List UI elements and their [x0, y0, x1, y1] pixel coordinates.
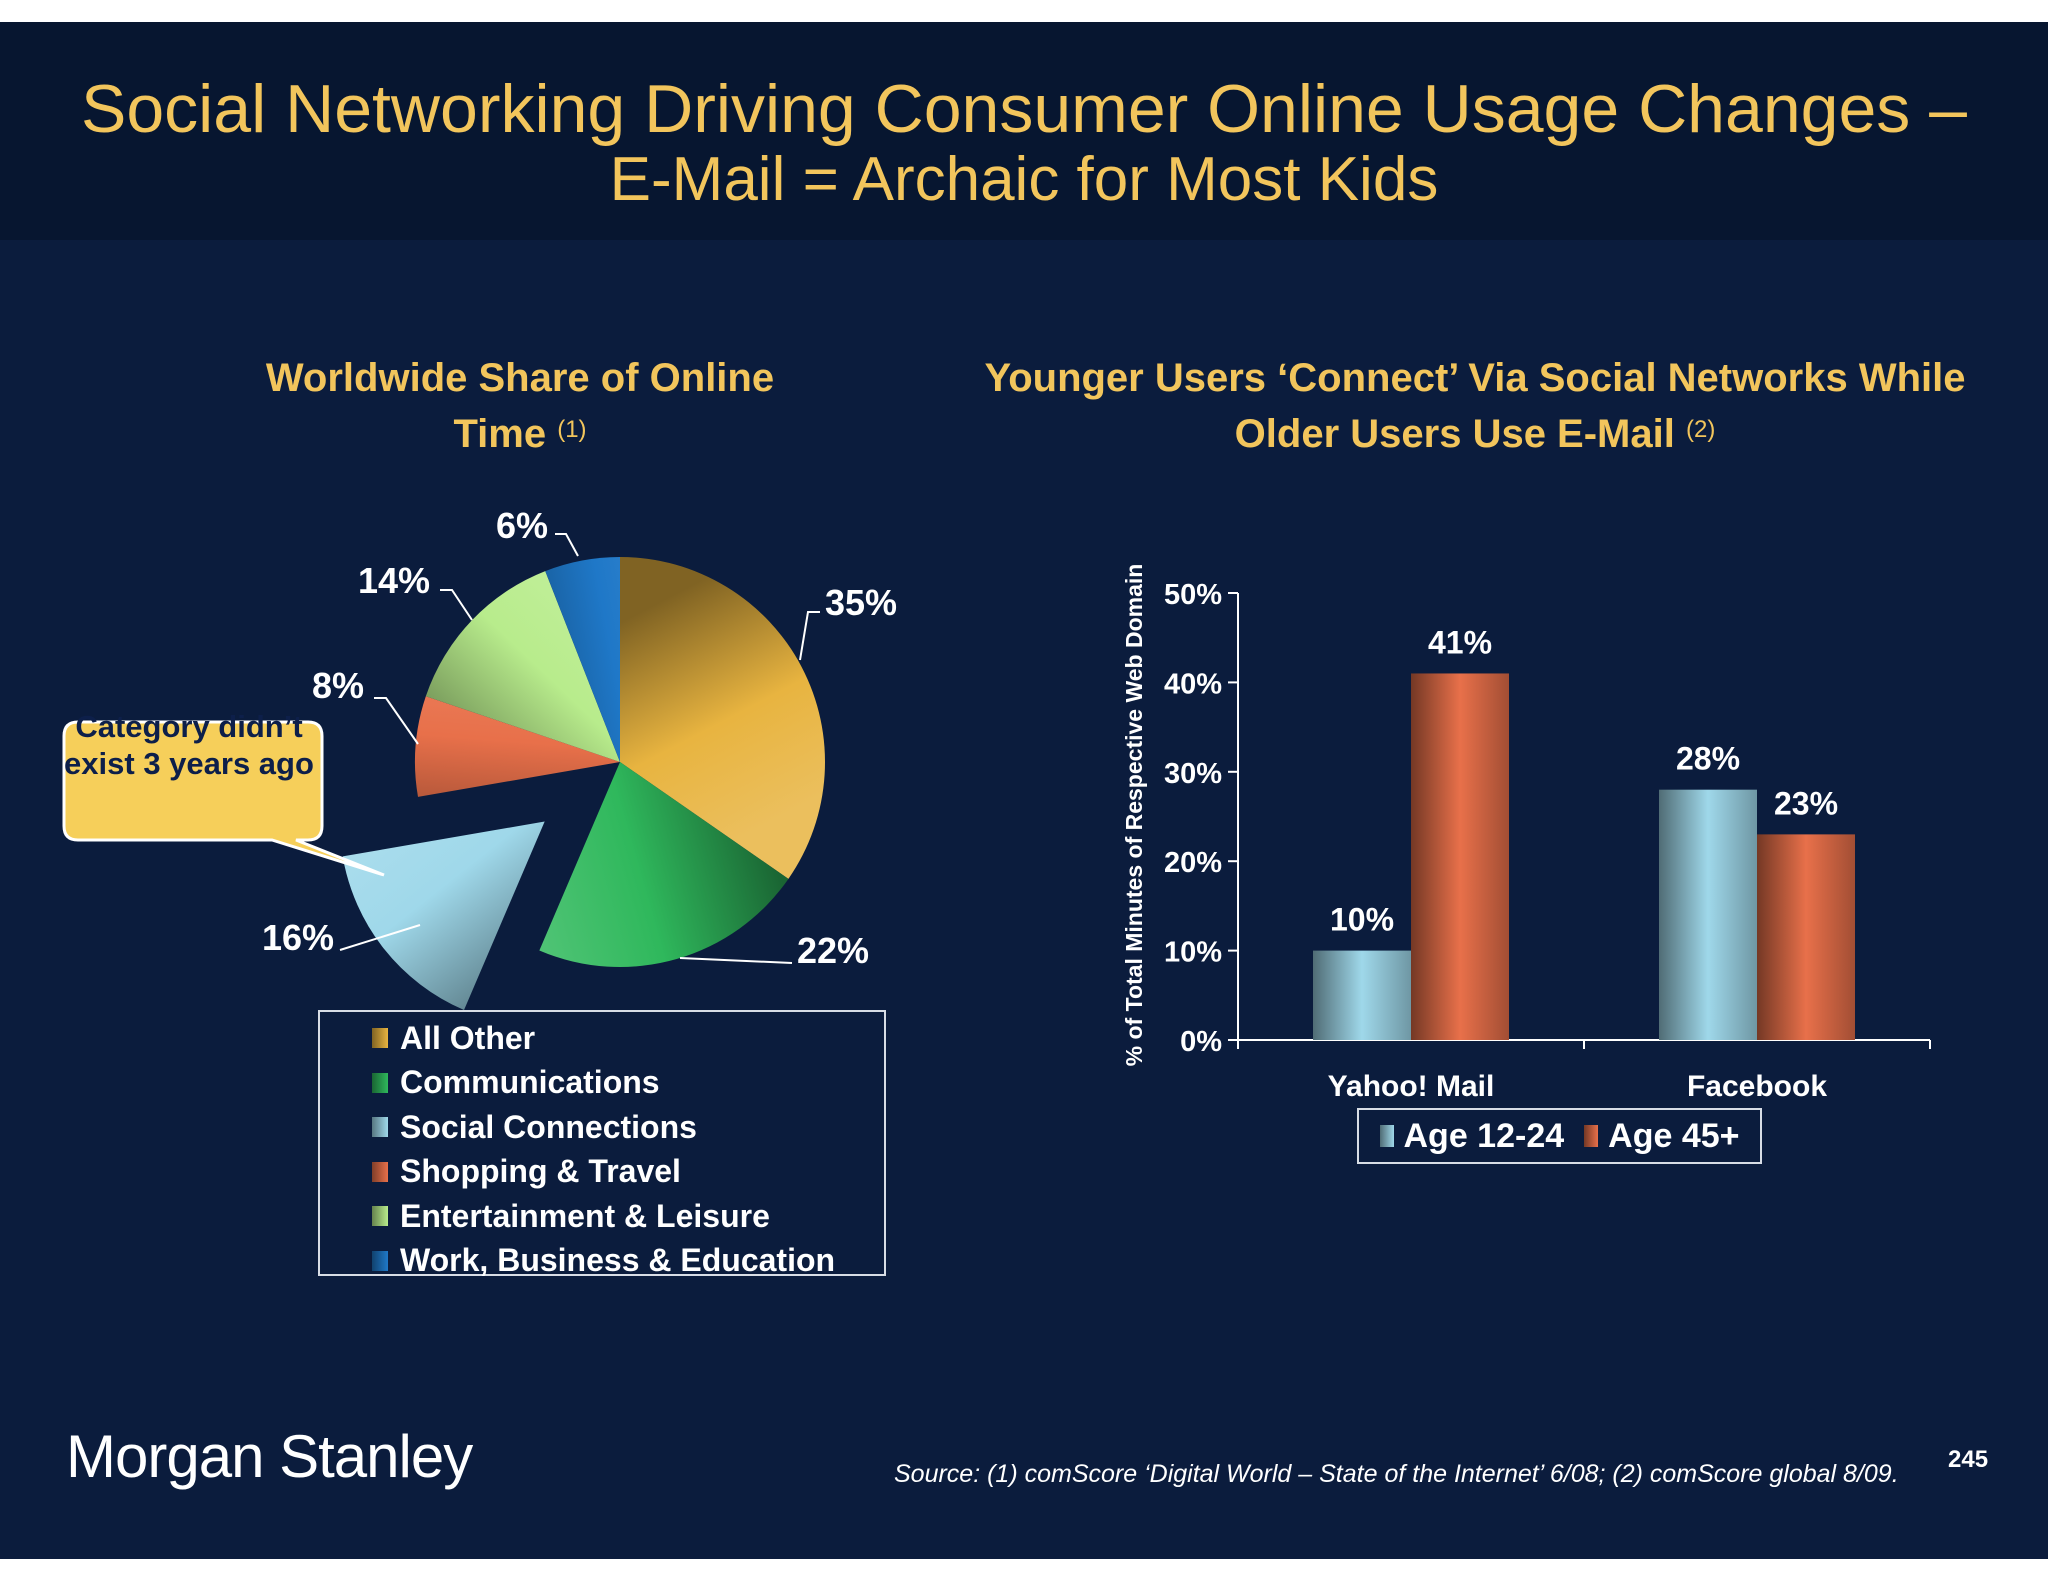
- legend-label: Shopping & Travel: [400, 1153, 681, 1189]
- legend-swatch: [1379, 1125, 1394, 1147]
- pie-slice-entertainment-leisure: [425, 571, 620, 762]
- pie-legend-item: Social Connections: [372, 1107, 697, 1147]
- pie-data-label: 35%: [825, 582, 897, 623]
- pie-chart: 35% 22% 16% 8% 14% 6%: [262, 505, 897, 1010]
- pie-data-label: 22%: [797, 930, 869, 971]
- pie-legend-item: All Other: [372, 1018, 535, 1058]
- legend-swatch: [372, 1117, 388, 1137]
- pie-title-text: Worldwide Share of Online Time: [265, 356, 775, 456]
- pie-slice-communications: [539, 762, 789, 967]
- pie-data-label: 14%: [358, 560, 430, 601]
- morgan-stanley-logo: Morgan Stanley: [66, 1423, 473, 1490]
- legend-swatch: [1584, 1125, 1599, 1147]
- legend-label: Age 45+: [1608, 1116, 1740, 1155]
- bar-legend-item: Age 45+: [1584, 1116, 1740, 1156]
- pie-title-note: (1): [557, 416, 587, 443]
- legend-label: Entertainment & Leisure: [400, 1197, 770, 1234]
- bar-yahoo-mail-age-45: [1411, 673, 1509, 1040]
- bar-data-label: 41%: [1428, 624, 1492, 660]
- pie-chart-title: Worldwide Share of Online Time (1): [220, 350, 820, 462]
- page-title: Social Networking Driving Consumer Onlin…: [80, 71, 1967, 147]
- bar-title-text: Younger Users ‘Connect’ Via Social Netwo…: [984, 356, 1966, 456]
- source-note: Source: (1) comScore ‘Digital World – St…: [894, 1460, 1899, 1488]
- bar-data-label: 28%: [1676, 741, 1740, 777]
- pie-data-label: 6%: [496, 505, 548, 546]
- pie-legend: All Other Communications Social Connection…: [318, 1010, 886, 1278]
- legend-swatch: [372, 1161, 388, 1182]
- title-band: Social Networking Driving Consumer Onlin…: [0, 22, 2048, 240]
- bar-chart-title: Younger Users ‘Connect’ Via Social Netwo…: [960, 350, 1990, 462]
- legend-swatch: [372, 1072, 388, 1093]
- legend-label: Work, Business & Education: [400, 1242, 836, 1278]
- pie-slice-social-connections: [342, 821, 545, 1010]
- legend-label: All Other: [400, 1019, 536, 1056]
- pie-leader-line: [339, 924, 421, 951]
- y-tick-label: 40%: [1164, 668, 1222, 700]
- pie-slice-all-other: [620, 557, 825, 879]
- pie-legend-item: Entertainment & Leisure: [372, 1196, 770, 1236]
- bar-facebook-age-12-24: [1659, 789, 1757, 1040]
- y-tick-label: 50%: [1164, 579, 1222, 611]
- bar-legend: Age 12-24 Age 45+: [1357, 1108, 1762, 1164]
- legend-swatch: [372, 1250, 388, 1271]
- pie-leader-line: [374, 697, 419, 745]
- pie-slice-shopping-travel: [415, 696, 620, 797]
- x-tick-label: Facebook: [1687, 1070, 1827, 1103]
- y-axis-label: % of Total Minutes of Respective Web Dom…: [1121, 564, 1147, 1067]
- pie-leader-line: [679, 957, 793, 964]
- legend-swatch: [372, 1028, 388, 1048]
- pie-slice-work-business-education: [545, 557, 620, 762]
- bar-chart: 0% 10% 20% 30% 40% 50% Yahoo! Mail 10% 41% Facebo…: [1121, 564, 1931, 1103]
- legend-label: Communications: [400, 1064, 660, 1100]
- y-tick-label: 20%: [1164, 847, 1222, 879]
- legend-label: Age 12-24: [1403, 1116, 1565, 1155]
- pie-leader-line: [440, 589, 473, 621]
- page-number: 245: [1948, 1446, 1989, 1473]
- bar-title-note: (2): [1685, 416, 1716, 443]
- bar-data-label: 10%: [1330, 902, 1394, 938]
- pie-data-label: 16%: [262, 917, 334, 958]
- legend-swatch: [372, 1206, 388, 1226]
- pie-legend-item: Shopping & Travel: [372, 1152, 681, 1192]
- legend-label: Social Connections: [400, 1108, 697, 1145]
- page-subtitle: E-Mail = Archaic for Most Kids: [609, 145, 1439, 214]
- bar-yahoo-mail-age-12-24: [1313, 950, 1411, 1040]
- pie-leader-line: [555, 533, 579, 557]
- callout-text: Category didn’t exist 3 years ago: [64, 709, 314, 781]
- pie-leader-line: [799, 611, 820, 661]
- callout-bubble: [62, 720, 385, 877]
- y-tick-label: 10%: [1164, 937, 1222, 969]
- bar-data-label: 23%: [1774, 785, 1838, 821]
- x-tick-label: Yahoo! Mail: [1328, 1070, 1495, 1103]
- pie-data-label: 8%: [312, 665, 364, 706]
- bar-legend-item: Age 12-24: [1379, 1116, 1565, 1156]
- y-tick-label: 30%: [1164, 758, 1222, 790]
- y-tick-label: 0%: [1180, 1026, 1222, 1058]
- bar-facebook-age-45: [1757, 834, 1855, 1040]
- pie-legend-item: Work, Business & Education: [372, 1241, 835, 1281]
- pie-legend-item: Communications: [372, 1063, 660, 1103]
